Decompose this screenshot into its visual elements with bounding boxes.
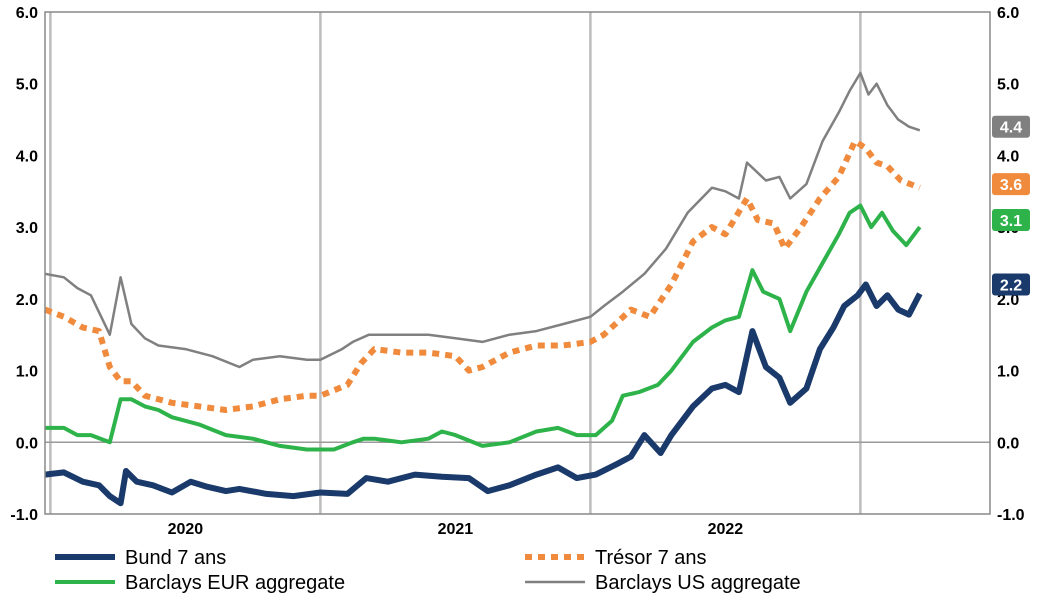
right-y-axis: -1.00.01.02.03.04.05.06.0 xyxy=(997,5,1025,524)
legend-item: Bund 7 ans xyxy=(55,547,226,569)
legend-label: Bund 7 ans xyxy=(125,547,226,569)
end-value-badge: 4.4 xyxy=(992,115,1030,138)
y-tick-label-left: -1.0 xyxy=(10,507,38,524)
legend-label: Trésor 7 ans xyxy=(595,547,707,569)
series-line xyxy=(43,138,921,413)
badge-background xyxy=(992,273,1030,296)
legend: Bund 7 ans Trésor 7 ans Barclays EUR aggre… xyxy=(55,547,801,594)
badge-background xyxy=(992,173,1030,196)
y-tick-label-right: 4.0 xyxy=(997,148,1019,165)
badge-label: 3.1 xyxy=(1000,213,1022,230)
y-tick-label-right: -1.0 xyxy=(997,507,1025,524)
y-tick-label-right: 1.0 xyxy=(997,364,1019,381)
badge-label: 2.2 xyxy=(1000,278,1022,295)
legend-label: Barclays US aggregate xyxy=(595,572,801,594)
y-tick-label-left: 3.0 xyxy=(16,220,38,237)
y-tick-label-left: 5.0 xyxy=(16,77,38,94)
x-tick-label: 2022 xyxy=(708,521,744,538)
end-value-badges: 2.2 3.6 3.1 4.4 xyxy=(992,115,1030,296)
grid xyxy=(45,12,990,514)
legend-label: Barclays EUR aggregate xyxy=(125,572,345,594)
plot-frame xyxy=(44,11,991,515)
end-value-badge: 3.6 xyxy=(992,173,1030,196)
end-value-badge: 2.2 xyxy=(992,273,1030,296)
legend-item: Barclays US aggregate xyxy=(525,572,801,594)
end-value-badge: 3.1 xyxy=(992,208,1030,231)
badge-label: 4.4 xyxy=(1000,120,1022,137)
y-tick-label-right: 0.0 xyxy=(997,435,1019,452)
series-line xyxy=(44,281,923,507)
series-line xyxy=(45,203,922,452)
left-y-axis: -1.0 0.0 1.0 2.0 3.0 4.0 5.0 6.0 xyxy=(10,5,38,524)
x-tick-label: 2021 xyxy=(438,521,474,538)
badge-label: 3.6 xyxy=(1000,177,1022,194)
y-tick-label-left: 6.0 xyxy=(16,5,38,22)
badge-background xyxy=(992,115,1030,138)
y-tick-label-left: 4.0 xyxy=(16,148,38,165)
x-axis: 2020 2021 2022 xyxy=(168,521,744,538)
y-tick-label-left: 0.0 xyxy=(16,435,38,452)
series-line xyxy=(44,71,921,369)
badge-background xyxy=(992,208,1030,231)
y-tick-label-right: 5.0 xyxy=(997,77,1019,94)
y-tick-label-right: 6.0 xyxy=(997,5,1019,22)
x-tick-label: 2020 xyxy=(168,521,204,538)
legend-item: Trésor 7 ans xyxy=(525,547,707,569)
series-lines xyxy=(43,71,923,507)
legend-item: Barclays EUR aggregate xyxy=(55,572,345,594)
y-tick-label-right: 2.0 xyxy=(997,292,1019,309)
y-tick-label-left: 2.0 xyxy=(16,292,38,309)
y-tick-label-left: 1.0 xyxy=(16,364,38,381)
